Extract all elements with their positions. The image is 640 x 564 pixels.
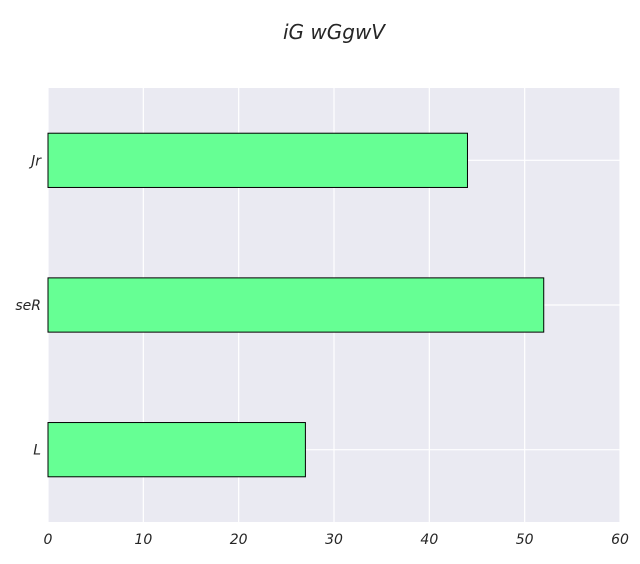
x-tick-label: 40	[420, 532, 438, 548]
bar-seR	[48, 278, 544, 332]
x-tick-label: 30	[325, 532, 343, 548]
y-tick-label: seR	[15, 298, 41, 314]
x-tick-label: 50	[516, 532, 534, 548]
x-tick-labels: 0 10 20 30 40 50 60	[44, 532, 629, 548]
y-tick-label: L	[33, 443, 41, 459]
bar-Jr	[48, 133, 467, 187]
chart-title: iG wGgwV	[283, 20, 386, 44]
x-tick-label: 0	[44, 532, 53, 548]
x-tick-label: 60	[611, 532, 629, 548]
bar-L	[48, 423, 305, 477]
x-tick-label: 10	[134, 532, 152, 548]
y-tick-labels: Jr seR L	[15, 153, 42, 458]
x-tick-label: 20	[230, 532, 248, 548]
y-tick-label: Jr	[28, 153, 42, 169]
